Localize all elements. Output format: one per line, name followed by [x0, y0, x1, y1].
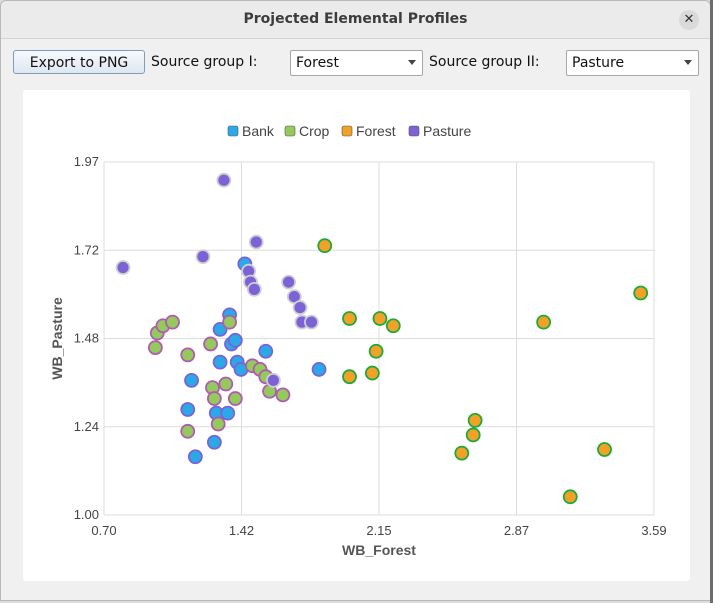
source-group-1-label: Source group I:	[151, 54, 258, 70]
data-point-forest	[633, 285, 649, 301]
source-group-2-label: Source group II:	[429, 54, 540, 70]
data-point-pasture	[248, 234, 264, 250]
data-point-crop	[203, 336, 218, 352]
data-point-crop	[210, 416, 226, 432]
source-group-2-select[interactable]: Pasture	[566, 50, 699, 76]
data-point-crop	[218, 376, 234, 392]
chevron-down-icon	[408, 60, 416, 65]
x-tick-label: 1.42	[229, 523, 254, 538]
data-point-crop	[180, 347, 196, 363]
y-tick-label: 1.24	[74, 419, 99, 434]
export-png-button[interactable]: Export to PNG	[13, 50, 145, 74]
data-point-crop	[222, 314, 238, 330]
chevron-down-icon	[684, 60, 692, 65]
data-point-pasture	[304, 314, 319, 330]
toolbar: Export to PNG Source group I: Forest Sou…	[1, 39, 710, 85]
window-title: Projected Elemental Profiles	[243, 11, 468, 27]
data-point-forest	[597, 442, 612, 457]
legend-label: Pasture	[423, 123, 471, 139]
data-point-forest	[342, 311, 357, 326]
data-point-forest	[454, 445, 470, 461]
data-point-bank	[212, 322, 228, 337]
data-point-pasture	[216, 172, 232, 188]
legend-swatch	[408, 125, 420, 137]
x-tick-label: 2.87	[504, 523, 529, 538]
data-point-forest	[467, 412, 483, 428]
close-button[interactable]: ✕	[679, 10, 699, 30]
x-tick-label: 0.70	[91, 523, 116, 538]
y-tick-label: 1.00	[74, 507, 99, 522]
x-axis-label: WB_Forest	[342, 542, 416, 558]
x-tick-label: 2.15	[366, 523, 391, 538]
title-bar: Projected Elemental Profiles ✕	[1, 1, 710, 39]
y-axis-label: WB_Pasture	[49, 297, 65, 380]
data-point-bank	[184, 372, 199, 388]
data-point-bank	[206, 434, 222, 450]
data-point-crop	[227, 391, 243, 406]
data-point-bank	[187, 449, 203, 465]
data-point-pasture	[292, 300, 308, 315]
data-point-bank	[227, 332, 243, 348]
data-point-pasture	[281, 274, 297, 290]
data-point-crop	[206, 391, 222, 406]
legend-label: Crop	[299, 123, 330, 139]
source-group-1-value: Forest	[296, 55, 339, 71]
data-point-pasture	[265, 372, 281, 388]
legend-label: Bank	[242, 123, 275, 139]
window-edge	[710, 0, 713, 603]
data-point-pasture	[246, 281, 262, 297]
data-point-forest	[364, 365, 380, 381]
data-point-bank	[311, 362, 327, 377]
data-point-forest	[465, 427, 481, 443]
legend-swatch	[341, 125, 353, 137]
data-point-crop	[147, 340, 163, 355]
data-point-crop	[180, 423, 196, 439]
data-point-bank	[180, 402, 196, 417]
data-point-bank	[212, 354, 228, 370]
scatter-chart: 0.70 1.42 2.15 2.87 3.59 1.97 1.72 1.48 1.24 1.00…	[49, 123, 667, 558]
data-point-pasture	[195, 249, 211, 265]
source-group-2-value: Pasture	[572, 55, 625, 71]
chart-panel: 0.70 1.42 2.15 2.87 3.59 1.97 1.72 1.48 1.24 1.00…	[23, 90, 690, 581]
close-icon: ✕	[683, 12, 695, 27]
data-point-forest	[562, 489, 578, 505]
y-tick-label: 1.97	[74, 154, 99, 169]
data-point-crop	[165, 314, 180, 330]
y-tick-label: 1.72	[74, 242, 99, 257]
data-point-pasture	[115, 260, 131, 275]
x-tick-label: 3.59	[641, 523, 666, 538]
legend-swatch	[284, 125, 296, 137]
data-point-forest	[385, 318, 401, 334]
data-point-forest	[368, 343, 384, 359]
source-group-1-select[interactable]: Forest	[290, 50, 423, 76]
data-point-forest	[317, 238, 333, 254]
y-tick-label: 1.48	[74, 331, 99, 346]
data-point-forest	[342, 369, 357, 385]
data-point-forest	[372, 311, 388, 326]
legend-swatch	[227, 125, 239, 137]
data-point-crop	[275, 387, 291, 403]
data-point-forest	[536, 314, 552, 330]
data-point-bank	[258, 343, 274, 359]
legend-label: Forest	[356, 123, 396, 139]
data-point-bank	[220, 405, 236, 421]
